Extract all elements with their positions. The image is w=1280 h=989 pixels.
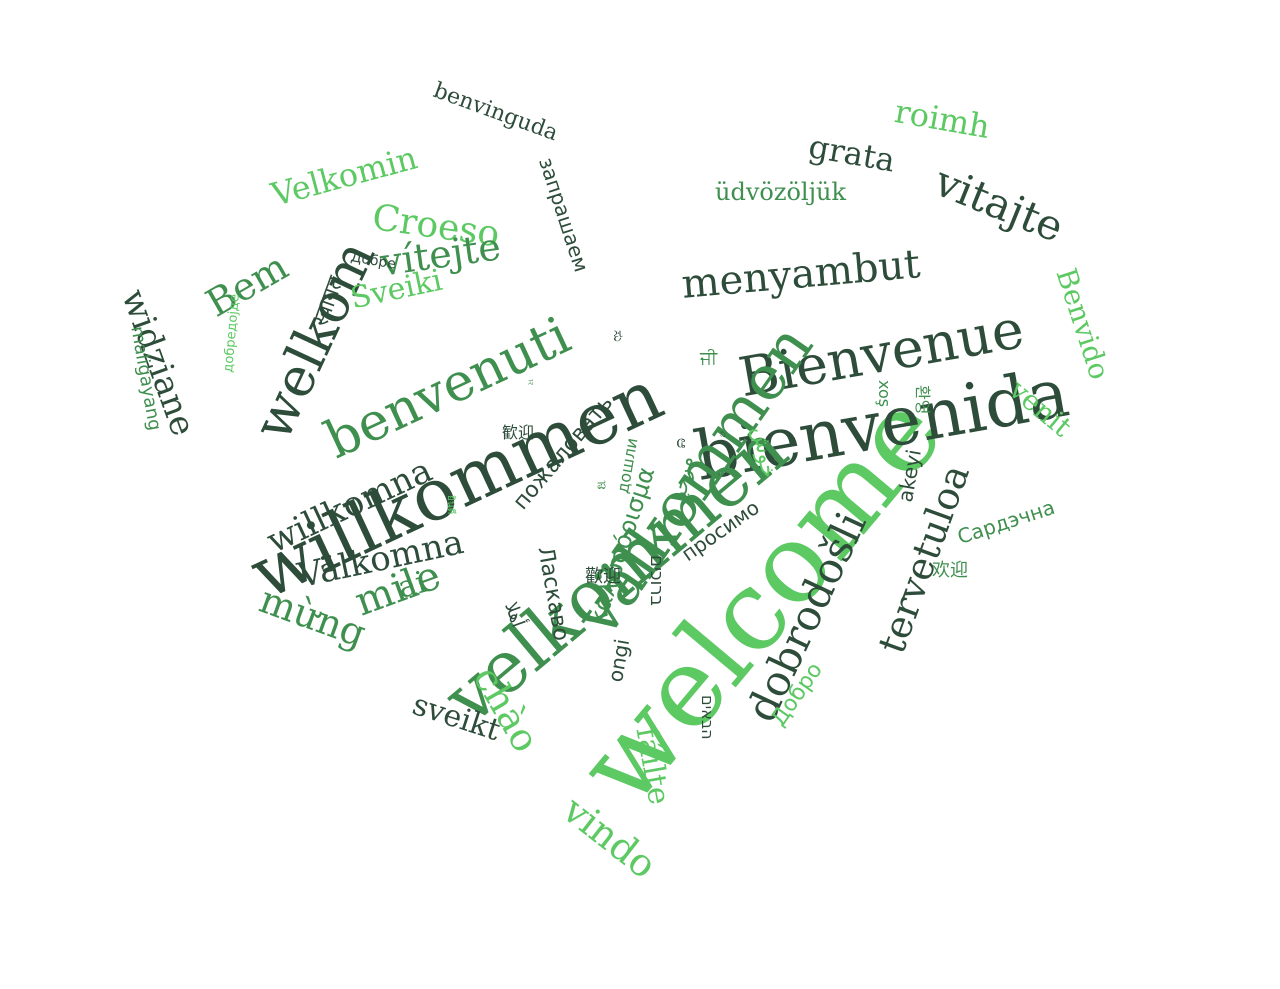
word-huanying-trad: 歡迎 xyxy=(585,566,621,587)
word-udvozoljuk: üdvözöljük xyxy=(715,178,847,206)
word-ni: ನಿ xyxy=(720,429,726,440)
word-benvinguda: benvinguda xyxy=(430,78,562,147)
word-su: ಸು xyxy=(610,330,626,342)
word-bem: Bem xyxy=(198,244,296,326)
word-hwanyeong: 환영 xyxy=(913,385,932,415)
word-grata: grata xyxy=(805,127,898,180)
word-ji: ਜੀ xyxy=(700,348,718,369)
word-menyambut: menyambut xyxy=(679,241,923,308)
word-sa: ಸ xyxy=(528,377,534,388)
word-aa: ಆ xyxy=(673,438,692,449)
word-zaprashaem: запрашаем xyxy=(534,154,594,275)
word-vitajte: vitajte xyxy=(928,156,1071,252)
word-roimh: roimh xyxy=(891,92,993,147)
word-yindi: ยินดี xyxy=(445,495,456,515)
word-xos: xoş xyxy=(875,380,894,408)
word-brukhim: ברוכים xyxy=(646,555,667,606)
word-kangei: 歓迎 xyxy=(502,423,535,442)
word-huanying-simp: 欢迎 xyxy=(932,560,968,581)
word-sardechna: Сардэчна xyxy=(954,494,1058,549)
word-pa: ಪ xyxy=(597,477,606,493)
word-habaim: הבאים xyxy=(698,695,717,740)
